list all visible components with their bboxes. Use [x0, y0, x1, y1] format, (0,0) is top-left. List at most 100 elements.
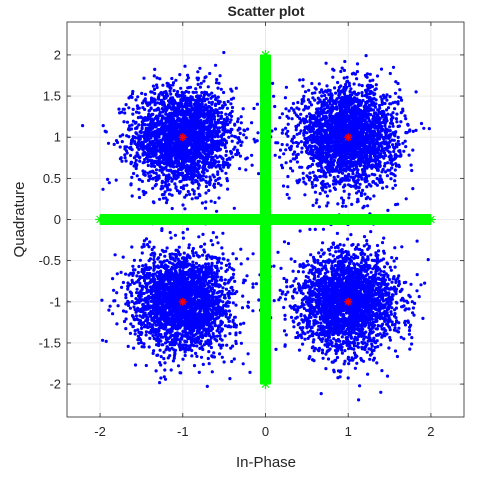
cross-star-marker — [260, 337, 271, 348]
cross-star-marker — [260, 280, 271, 291]
cross-star-marker — [210, 214, 221, 225]
cross-star-marker — [144, 214, 155, 225]
cross-star-marker — [152, 214, 163, 225]
cross-star-marker — [260, 272, 271, 283]
cross-star-marker — [260, 206, 271, 217]
cross-star-marker — [260, 214, 271, 225]
cross-star-marker — [301, 214, 312, 225]
cross-star-marker — [136, 214, 147, 225]
received-symbols-series — [81, 50, 431, 402]
cross-star-marker — [368, 214, 379, 225]
cross-star-marker — [260, 165, 271, 176]
reference-constellation-series — [178, 133, 353, 306]
cross-star-marker — [260, 156, 271, 167]
cross-star-marker — [219, 214, 230, 225]
cross-star-marker — [260, 247, 271, 258]
cross-star-marker — [161, 214, 172, 225]
cross-star-marker — [119, 214, 130, 225]
cross-star-marker — [260, 313, 271, 324]
x-tick-label: 0 — [262, 424, 269, 439]
cross-star-marker — [177, 214, 188, 225]
cross-star-marker — [417, 214, 428, 225]
cross-star-marker — [260, 198, 271, 209]
cross-star-marker — [351, 214, 362, 225]
chart-title: Scatter plot — [227, 3, 304, 19]
y-tick-label: 0 — [54, 212, 61, 227]
cross-star-marker — [260, 370, 271, 381]
cross-star-marker — [260, 107, 271, 118]
cross-star-marker — [343, 214, 354, 225]
y-tick-label: 0.5 — [43, 171, 61, 186]
cross-star-marker — [359, 214, 370, 225]
cross-star-marker — [103, 214, 114, 225]
cross-star-marker — [260, 99, 271, 110]
reference-star-marker — [178, 297, 187, 306]
cross-star-marker — [260, 140, 271, 151]
cross-star-marker — [260, 58, 271, 69]
cross-star-marker — [260, 91, 271, 102]
cross-star-marker — [260, 321, 271, 332]
y-tick-label: 2 — [54, 47, 61, 62]
x-tick-label: 2 — [427, 424, 434, 439]
cross-star-marker — [227, 214, 238, 225]
cross-star-marker — [111, 214, 122, 225]
cross-star-marker — [293, 214, 304, 225]
cross-star-marker — [310, 214, 321, 225]
cross-star-marker — [260, 132, 271, 143]
x-axis-label: In-Phase — [236, 454, 296, 471]
cross-star-marker — [260, 354, 271, 365]
cross-star-marker — [384, 214, 395, 225]
cross-star-marker — [260, 230, 271, 241]
reference-star-marker — [344, 297, 353, 306]
cross-star-marker — [260, 49, 271, 60]
cross-star-marker — [326, 214, 337, 225]
cross-star-marker — [260, 82, 271, 93]
cross-star-marker — [252, 214, 263, 225]
cross-star-marker — [260, 181, 271, 192]
cross-star-marker — [285, 214, 296, 225]
cross-star-marker — [260, 329, 271, 340]
axis-ticks: -2 -1 0 1 2 -2 -1.5 -1 -0.5 0 0.5 1 1.5 2 — [39, 22, 464, 439]
cross-star-marker — [235, 214, 246, 225]
cross-star-marker — [260, 346, 271, 357]
y-tick-label: -1 — [49, 294, 61, 309]
received-symbol-points — [81, 50, 431, 402]
cross-star-marker — [169, 214, 180, 225]
cross-star-marker — [260, 288, 271, 299]
reference-star-marker — [344, 133, 353, 142]
cross-star-marker — [194, 214, 205, 225]
cross-star-marker — [186, 214, 197, 225]
cross-star-marker — [260, 115, 271, 126]
cross-star-marker — [401, 214, 412, 225]
cross-star-marker — [260, 189, 271, 200]
cross-star-marker — [260, 222, 271, 233]
cross-star-marker — [202, 214, 213, 225]
cross-star-marker — [392, 214, 403, 225]
vertical-cross-segment — [260, 49, 271, 390]
cross-star-marker — [260, 379, 271, 390]
y-tick-label: 1 — [54, 130, 61, 145]
cross-star-marker — [334, 214, 345, 225]
cross-star-marker — [260, 66, 271, 77]
cross-star-marker — [409, 214, 420, 225]
reference-star-marker — [178, 133, 187, 142]
cross-star-marker — [268, 214, 279, 225]
y-tick-label: -2 — [49, 377, 61, 392]
x-tick-label: -1 — [177, 424, 189, 439]
cross-star-marker — [318, 214, 329, 225]
cross-star-marker — [260, 239, 271, 250]
x-tick-label: 1 — [345, 424, 352, 439]
y-tick-label: -1.5 — [39, 335, 61, 350]
y-tick-label: -0.5 — [39, 253, 61, 268]
y-tick-label: 1.5 — [43, 89, 61, 104]
cross-star-marker — [95, 214, 106, 225]
cross-star-marker — [260, 255, 271, 266]
cross-star-marker — [425, 214, 436, 225]
y-axis-label: Quadrature — [11, 182, 28, 258]
cross-star-marker — [277, 214, 288, 225]
cross-star-marker — [260, 173, 271, 184]
axis-cross-series — [95, 49, 436, 390]
cross-star-marker — [260, 263, 271, 274]
cross-star-marker — [260, 74, 271, 85]
